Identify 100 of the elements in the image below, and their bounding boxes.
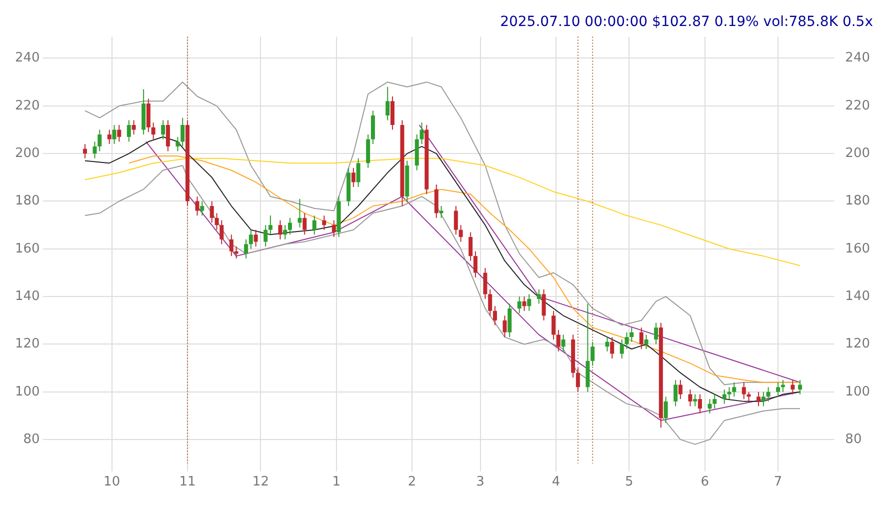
candlestick	[605, 336, 610, 352]
candlestick	[473, 250, 478, 278]
candlestick	[517, 296, 522, 314]
candlestick	[332, 220, 336, 238]
candlestick	[434, 184, 438, 218]
candlestick	[126, 120, 131, 142]
candlestick	[200, 200, 204, 216]
candlestick	[298, 198, 302, 228]
candlestick	[654, 322, 658, 345]
y-tick-label: 140	[14, 288, 40, 304]
candlestick	[678, 379, 682, 400]
candlestick	[107, 129, 112, 145]
x-tick-label: 1	[332, 474, 340, 490]
candlestick	[561, 334, 566, 352]
candlestick	[302, 212, 307, 236]
candlestick	[146, 98, 150, 133]
candlestick	[268, 215, 272, 236]
y2-tick-label: 220	[845, 98, 870, 114]
candlestick	[420, 122, 424, 145]
candlestick	[322, 215, 326, 230]
candlestick	[312, 215, 316, 236]
candlestick	[688, 389, 692, 407]
candlestick	[92, 141, 97, 159]
candlestick	[761, 391, 766, 407]
y2-tick-label: 80	[845, 432, 862, 447]
candlestick	[244, 238, 248, 259]
x-tick-label: 4	[552, 474, 560, 490]
candlestick	[488, 288, 492, 316]
candlestick	[468, 232, 473, 262]
candlestick	[161, 120, 166, 140]
candlestick	[664, 396, 668, 424]
x-tick-label: 11	[179, 474, 196, 490]
candlestick	[254, 229, 258, 248]
candlestick	[522, 296, 526, 312]
candlestick	[693, 394, 698, 407]
candlestick	[166, 120, 170, 152]
y2-tick-label: 200	[845, 146, 870, 161]
candlestick	[610, 336, 614, 360]
y-tick-label: 100	[14, 384, 40, 400]
candlestick	[483, 267, 488, 300]
y-tick-label: 160	[14, 241, 40, 256]
candlestick	[722, 389, 726, 404]
candlestick	[288, 217, 292, 236]
candlestick	[776, 382, 780, 398]
candlestick	[264, 224, 268, 248]
candlestick	[176, 136, 180, 152]
x-tick-label: 5	[625, 474, 634, 490]
candlestick	[458, 224, 463, 242]
candlestick	[698, 394, 702, 414]
candlestick	[536, 288, 541, 304]
candlestick	[366, 134, 370, 168]
candlestick	[356, 158, 360, 188]
x-tick-label: 10	[104, 474, 120, 490]
candlestick	[590, 341, 595, 366]
candlestick	[351, 167, 356, 188]
candlestick	[195, 196, 200, 216]
y2-tick-label: 240	[845, 50, 870, 66]
y2-tick-label: 100	[845, 384, 870, 400]
candlestick	[229, 234, 234, 257]
candlestick	[117, 124, 122, 142]
candlestick	[151, 122, 156, 140]
y-tick-label: 200	[14, 146, 40, 161]
candlestick	[220, 220, 224, 245]
candlestick	[756, 391, 761, 407]
candlestick	[712, 394, 717, 410]
x-tick-label: 2	[408, 474, 416, 490]
y-tick-label: 120	[14, 336, 40, 352]
candlestick	[639, 327, 644, 350]
candlestick	[370, 110, 375, 145]
candlestick	[798, 379, 802, 395]
candlestick	[82, 144, 87, 159]
candlestick	[576, 368, 580, 392]
candlestick	[624, 332, 629, 350]
candlestick	[132, 120, 136, 136]
candlestick	[766, 386, 770, 402]
candlestick	[508, 303, 512, 338]
candlestick	[180, 117, 185, 147]
x-tick-label: 7	[774, 474, 782, 490]
y2-tick-label: 160	[845, 241, 870, 256]
candlestick	[790, 379, 795, 395]
candlestick	[727, 386, 732, 400]
y-tick-label: 80	[23, 432, 40, 447]
x-tick-label: 6	[700, 474, 709, 490]
candlestick	[386, 86, 390, 121]
y-tick-label: 220	[14, 98, 40, 114]
candlestick	[278, 220, 282, 240]
y-tick-label: 240	[14, 50, 40, 66]
chart-title: 2025.07.10 00:00:00 $102.87 0.19% vol:785.8K 0.5x	[500, 14, 873, 30]
candlestick	[390, 96, 394, 130]
candlestick	[556, 329, 560, 352]
candlestick	[630, 327, 634, 342]
candlestick	[502, 315, 507, 338]
candlestick	[732, 382, 736, 398]
candlestick	[620, 338, 624, 360]
x-tick-label: 3	[476, 474, 484, 490]
candlestick	[742, 382, 746, 400]
candlestick	[644, 334, 648, 350]
candlestick	[542, 288, 546, 321]
candlestick	[210, 200, 214, 224]
y2-tick-label: 180	[845, 194, 870, 209]
